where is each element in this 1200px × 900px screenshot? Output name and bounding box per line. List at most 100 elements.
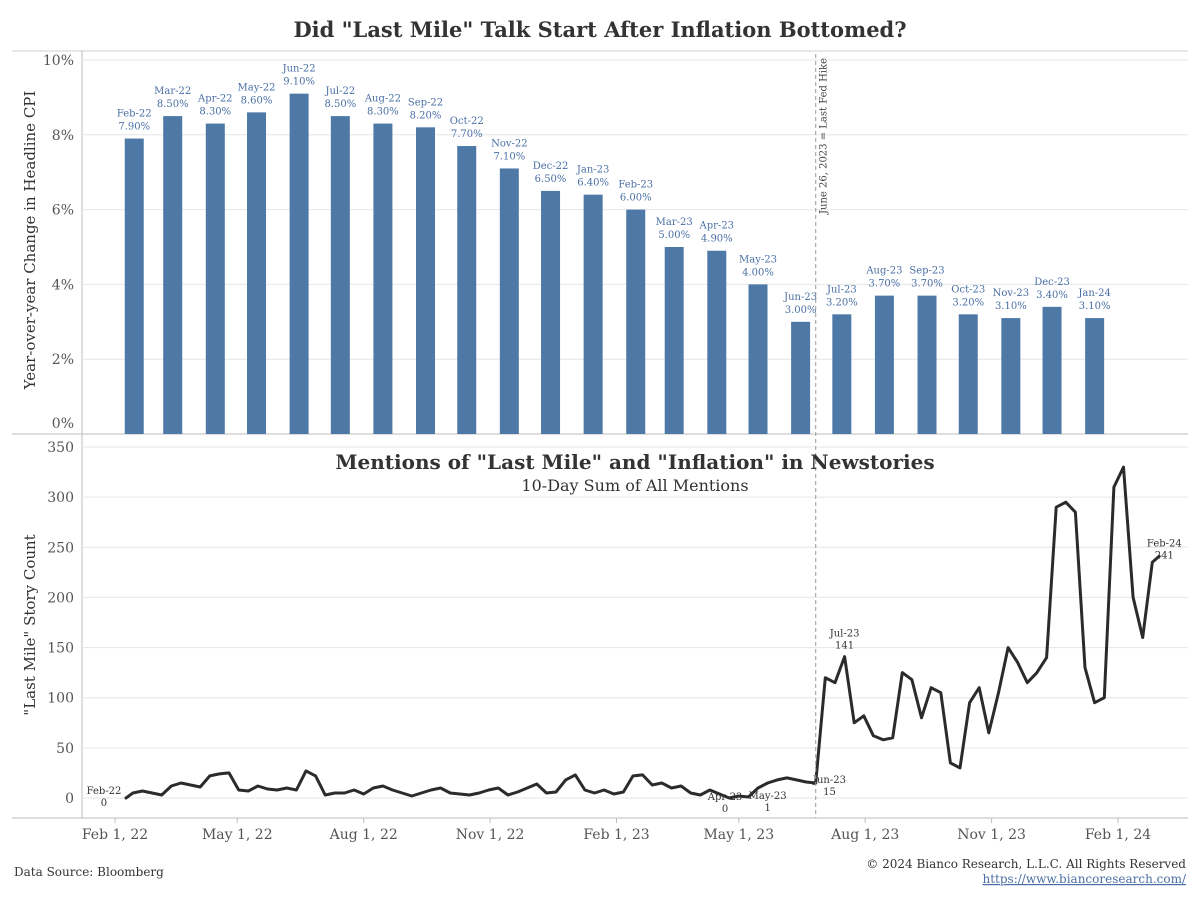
annotation-value-label: 141 xyxy=(835,641,854,652)
cpi-bar-value-label: 6.50% xyxy=(535,174,567,185)
cpi-bar-value-label: 8.30% xyxy=(199,107,231,118)
cpi-bar-value-label: 3.10% xyxy=(995,301,1027,312)
cpi-bar-month-label: Dec-23 xyxy=(1034,277,1070,288)
cpi-bar xyxy=(499,168,519,434)
bottom-y-axis-title: "Last Mile" Story Count xyxy=(21,534,39,715)
fed-hike-label: June 26, 2023 = Last Fed Hike xyxy=(819,58,830,215)
cpi-bar-month-label: Oct-22 xyxy=(450,116,484,127)
cpi-bar-month-label: Sep-23 xyxy=(909,266,944,277)
cpi-bar-month-label: May-23 xyxy=(739,254,777,265)
cpi-bar-value-label: 7.70% xyxy=(451,129,483,140)
cpi-bar xyxy=(289,93,309,434)
annotation-value-label: 0 xyxy=(101,798,107,809)
top-y-tick-label: 10% xyxy=(43,53,74,69)
x-tick-label: Feb 1, 24 xyxy=(1085,827,1151,843)
cpi-bar xyxy=(416,127,436,434)
x-tick-label: Nov 1, 22 xyxy=(456,827,525,843)
cpi-bar xyxy=(1085,318,1105,434)
cpi-bar-month-label: Jan-24 xyxy=(1077,288,1111,299)
annotation-month-label: Feb-22 xyxy=(87,786,122,797)
cpi-bar xyxy=(1001,318,1021,434)
bottom-y-tick-label: 250 xyxy=(47,540,74,556)
mentions-annotations: Feb-220Apr-230May-231Jun-2315Jul-23141Fe… xyxy=(87,538,1182,815)
cpi-bar-month-label: Jul-22 xyxy=(324,86,355,97)
cpi-bar-value-label: 3.00% xyxy=(785,305,817,316)
cpi-bar-value-label: 3.20% xyxy=(952,297,984,308)
cpi-bar xyxy=(1042,306,1062,434)
cpi-bar xyxy=(583,194,603,434)
cpi-bar-value-label: 3.70% xyxy=(911,279,943,290)
cpi-bar xyxy=(247,112,267,435)
top-y-tick-label: 6% xyxy=(52,203,74,219)
cpi-bar-value-label: 9.10% xyxy=(283,77,315,88)
cpi-bar xyxy=(626,209,646,434)
cpi-bar xyxy=(373,123,393,434)
annotation-value-label: 15 xyxy=(823,787,836,798)
copyright-note: © 2024 Bianco Research, L.L.C. All Right… xyxy=(866,857,1186,871)
cpi-bar-value-label: 7.90% xyxy=(118,122,150,133)
annotation-value-label: 1 xyxy=(764,803,770,814)
cpi-bar-month-label: Feb-23 xyxy=(618,180,653,191)
annotation-month-label: Feb-24 xyxy=(1147,538,1182,549)
top-y-tick-label: 2% xyxy=(52,352,74,368)
cpi-bar xyxy=(163,116,183,434)
cpi-bar-month-label: Dec-22 xyxy=(533,161,569,172)
lower-chart-subtitle: 10-Day Sum of All Mentions xyxy=(521,476,748,495)
cpi-bar-value-label: 8.20% xyxy=(410,110,442,121)
annotation-month-label: Jun-23 xyxy=(812,775,846,786)
cpi-bar-value-label: 3.70% xyxy=(869,279,901,290)
cpi-bar-month-label: Nov-22 xyxy=(491,138,528,149)
bottom-grid xyxy=(82,446,1188,799)
cpi-bar xyxy=(541,190,561,434)
cpi-bars xyxy=(124,93,1105,435)
annotation-month-label: Apr-23 xyxy=(707,792,743,803)
annotation-value-label: 241 xyxy=(1155,550,1174,561)
cpi-bar xyxy=(917,295,937,434)
cpi-bar xyxy=(457,146,477,434)
cpi-bar xyxy=(664,247,684,434)
cpi-bar xyxy=(205,123,225,434)
cpi-bar-month-label: Feb-22 xyxy=(117,109,152,120)
cpi-bar-month-label: Nov-23 xyxy=(993,288,1030,299)
cpi-bar-value-label: 4.90% xyxy=(701,234,733,245)
x-tick-label: Aug 1, 23 xyxy=(830,827,899,843)
website-link[interactable]: https://www.biancoresearch.com/ xyxy=(982,872,1186,886)
bottom-y-tick-label: 150 xyxy=(47,641,74,657)
top-y-tick-label: 0% xyxy=(52,416,74,432)
chart-title: Did "Last Mile" Talk Start After Inflati… xyxy=(293,17,906,42)
x-tick-label: May 1, 23 xyxy=(703,827,774,843)
cpi-bar-month-label: Oct-23 xyxy=(951,284,985,295)
bottom-y-tick-label: 300 xyxy=(47,490,74,506)
annotation-month-label: May-23 xyxy=(749,791,787,802)
cpi-bar-value-label: 3.20% xyxy=(826,297,858,308)
cpi-bar xyxy=(832,314,852,434)
cpi-bar xyxy=(958,314,978,434)
cpi-bar-value-label: 7.10% xyxy=(493,151,525,162)
cpi-bar-value-label: 8.30% xyxy=(367,107,399,118)
cpi-bar-month-label: Apr-22 xyxy=(197,94,233,105)
cpi-bar-value-label: 8.60% xyxy=(241,95,273,106)
cpi-bar-value-label: 8.50% xyxy=(324,99,356,110)
cpi-bar-month-label: May-22 xyxy=(238,82,276,93)
cpi-bar-month-label: Jul-23 xyxy=(826,284,857,295)
top-y-tick-label: 4% xyxy=(52,277,74,293)
bottom-y-tick-label: 50 xyxy=(56,741,74,757)
annotation-month-label: Jul-23 xyxy=(829,629,860,640)
x-tick-label: Nov 1, 23 xyxy=(957,827,1026,843)
bottom-y-tick-label: 350 xyxy=(47,440,74,456)
cpi-bar xyxy=(748,284,768,434)
x-tick-label: Feb 1, 23 xyxy=(583,827,649,843)
cpi-bar xyxy=(874,295,894,434)
lower-chart-title: Mentions of "Last Mile" and "Inflation" … xyxy=(335,450,934,474)
mentions-line-series xyxy=(124,465,1161,800)
cpi-bar-month-label: Jun-22 xyxy=(282,64,316,75)
mentions-line xyxy=(124,465,1161,800)
cpi-bar xyxy=(124,138,144,435)
bottom-y-tick-label: 0 xyxy=(65,791,74,807)
cpi-bar-value-label: 4.00% xyxy=(742,267,774,278)
cpi-bar-labels: Feb-22 7.90% Mar-22 8.50% Apr-22 8.30% May-22 8… xyxy=(117,64,1111,316)
bottom-y-tick-label: 100 xyxy=(47,691,74,707)
top-y-axis-title: Year-over-year Change in Headline CPI xyxy=(21,91,39,391)
data-source-note: Data Source: Bloomberg xyxy=(14,865,164,879)
